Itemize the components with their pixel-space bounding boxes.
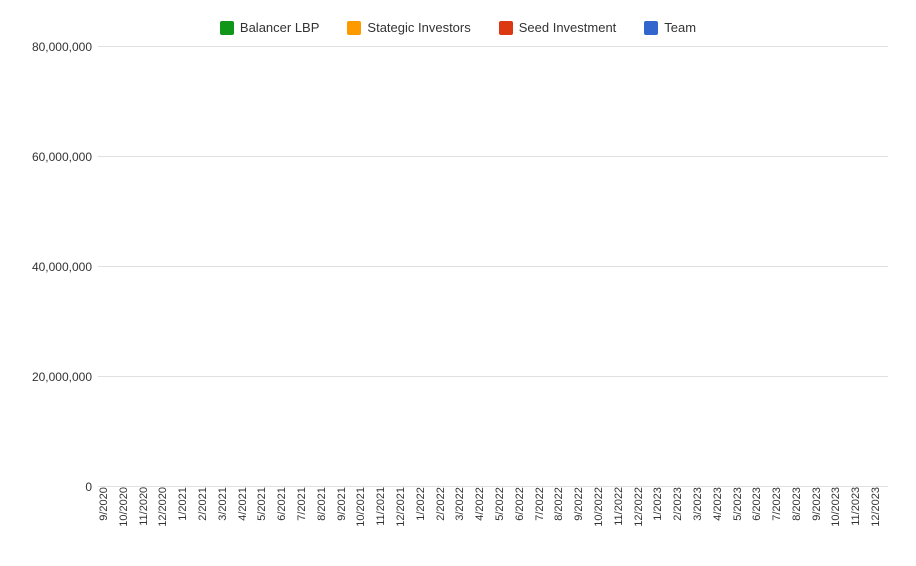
x-tick-label: 5/2021 [256,487,274,531]
chart-plot: 020,000,00040,000,00060,000,00080,000,00… [28,47,888,487]
x-tick-label: 6/2022 [514,487,532,531]
x-tick-label: 11/2022 [613,487,631,531]
x-tick-label: 5/2022 [494,487,512,531]
x-tick-label: 8/2023 [791,487,809,531]
x-tick-label: 12/2023 [870,487,888,531]
x-tick-label: 2/2023 [672,487,690,531]
x-tick-label: 12/2021 [395,487,413,531]
x-tick-label: 4/2021 [237,487,255,531]
x-tick-label: 7/2023 [771,487,789,531]
legend-label: Stategic Investors [367,20,470,35]
chart-legend: Balancer LBP Stategic Investors Seed Inves… [28,20,888,35]
legend-item-team: Team [644,20,696,35]
x-tick-label: 11/2023 [850,487,868,531]
legend-item-seed: Seed Investment [499,20,617,35]
y-tick-label: 20,000,000 [32,370,92,384]
bars-container [98,47,888,487]
legend-label: Seed Investment [519,20,617,35]
x-tick-label: 10/2021 [355,487,373,531]
x-tick-label: 3/2021 [217,487,235,531]
x-tick-label: 8/2021 [316,487,334,531]
x-tick-label: 4/2023 [712,487,730,531]
legend-label: Team [664,20,696,35]
x-tick-label: 9/2022 [573,487,591,531]
x-axis: 9/202010/202011/202012/20201/20212/20213… [98,487,888,531]
y-tick-label: 80,000,000 [32,40,92,54]
x-tick-label: 3/2022 [454,487,472,531]
y-tick-label: 60,000,000 [32,150,92,164]
x-tick-label: 9/2021 [336,487,354,531]
x-tick-label: 6/2021 [276,487,294,531]
x-tick-label: 4/2022 [474,487,492,531]
x-tick-label: 11/2021 [375,487,393,531]
x-tick-label: 10/2023 [830,487,848,531]
x-tick-label: 2/2021 [197,487,215,531]
x-tick-label: 5/2023 [732,487,750,531]
legend-swatch-icon [499,21,513,35]
token-vesting-chart: Balancer LBP Stategic Investors Seed Inves… [0,0,916,566]
y-tick-label: 0 [85,480,92,494]
legend-item-balancer: Balancer LBP [220,20,320,35]
legend-swatch-icon [220,21,234,35]
x-tick-label: 12/2022 [633,487,651,531]
x-tick-label: 3/2023 [692,487,710,531]
x-tick-label: 11/2020 [138,487,156,531]
y-axis: 020,000,00040,000,00060,000,00080,000,00… [28,47,98,487]
x-tick-label: 10/2020 [118,487,136,531]
legend-item-strategic: Stategic Investors [347,20,470,35]
x-tick-label: 12/2020 [157,487,175,531]
y-tick-label: 40,000,000 [32,260,92,274]
legend-label: Balancer LBP [240,20,320,35]
x-tick-label: 10/2022 [593,487,611,531]
legend-swatch-icon [347,21,361,35]
x-tick-label: 8/2022 [553,487,571,531]
x-tick-label: 9/2020 [98,487,116,531]
x-tick-label: 1/2021 [177,487,195,531]
x-tick-label: 2/2022 [435,487,453,531]
x-tick-label: 1/2022 [415,487,433,531]
legend-swatch-icon [644,21,658,35]
x-tick-label: 9/2023 [811,487,829,531]
x-tick-label: 7/2022 [534,487,552,531]
x-tick-label: 6/2023 [751,487,769,531]
x-tick-label: 7/2021 [296,487,314,531]
x-tick-label: 1/2023 [652,487,670,531]
